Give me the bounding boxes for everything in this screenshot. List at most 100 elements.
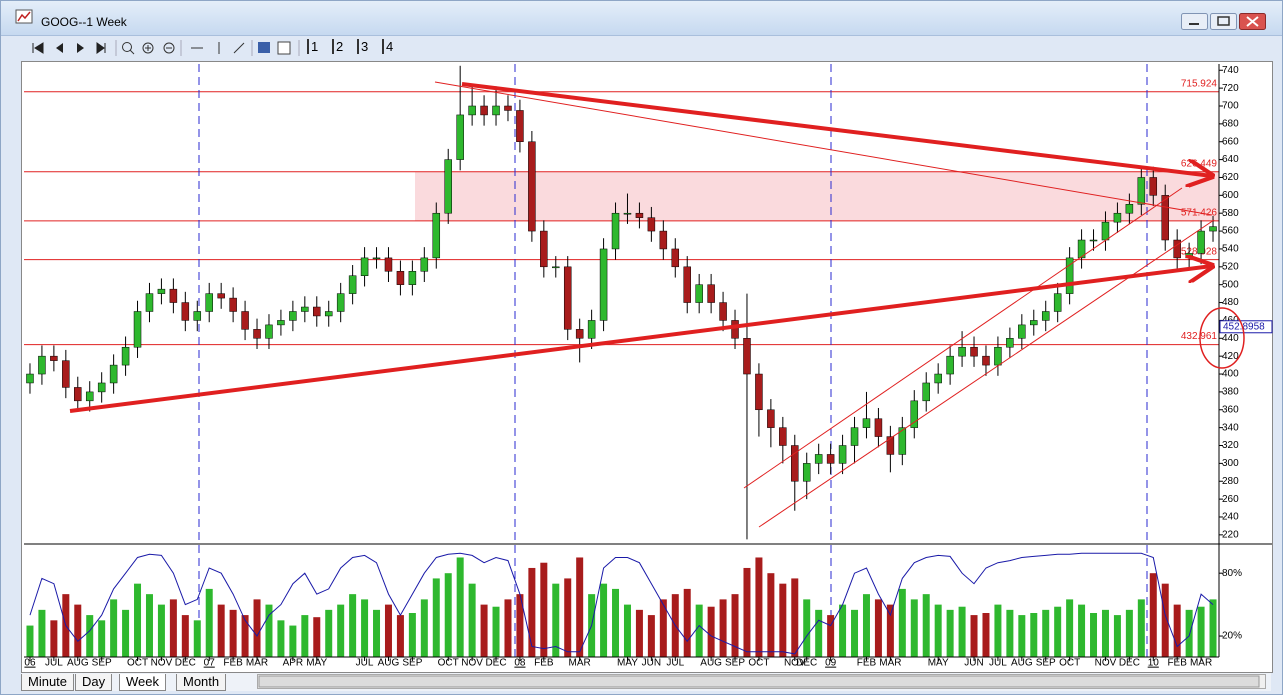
candle-body [779,427,787,446]
level-label: 715.924 [1181,78,1218,89]
volume-bar [349,594,357,657]
volume-bar [444,573,452,657]
x-tick-label: SEP [1036,658,1056,669]
volume-bar [169,599,177,657]
y-tick-label: 660 [1222,136,1239,147]
candle-body [336,293,345,312]
drawing-tools[interactable] [191,42,245,54]
candle-body [1101,221,1110,241]
window-controls[interactable] [1181,13,1271,33]
candle-body [838,445,847,464]
chart-area: 2202402602803003203403603804004204404604… [21,61,1273,673]
volume-bar [98,620,106,657]
tab[interactable]: Day [75,674,113,691]
volume-bar [791,578,799,657]
candle-body [301,306,309,312]
volume-bar [779,583,787,657]
level-label: 432.961 [1181,331,1218,342]
y-tick-label: 720 [1222,83,1239,94]
volume-bar [707,606,715,657]
y-tick-label: 480 [1222,297,1239,308]
x-tick-label: MAR [246,658,268,669]
x-tick-label: JUL [356,658,374,669]
x-tick-label: 09 [825,658,837,669]
volume-bar [289,625,297,657]
preset-button[interactable]: 4 [382,39,407,54]
volume-bar [1018,615,1026,657]
candle-body [683,266,691,303]
y-tick-label: 420 [1222,351,1239,362]
window-title: GOOG--1 Week [41,15,127,29]
volume-bar [1054,606,1062,657]
volume-bar [265,604,273,657]
volume-bar [38,609,46,657]
volume-bar [743,567,751,657]
app-icon [15,9,33,24]
x-tick-label: FEB [857,658,877,669]
volume-bar [110,599,118,657]
volume-bar [827,615,835,657]
x-tick-label: MAY [617,658,638,669]
candle-body [623,212,632,215]
navigation-buttons[interactable] [32,42,106,54]
preset-button[interactable]: 2 [332,39,357,54]
candle-body [348,275,357,294]
candle-body [850,427,859,446]
tab[interactable]: Month [176,674,227,691]
preset-button[interactable]: 3 [357,39,382,54]
candle-body [181,302,190,321]
candle-body [169,288,178,303]
candle-body [671,248,680,268]
minimize-button[interactable] [1181,13,1208,30]
candle-body [480,105,488,116]
x-tick-label: MAY [306,658,327,669]
candle-body [1089,239,1098,242]
volume-bar [982,613,990,657]
candle-body [1113,212,1122,223]
volume-bar [193,620,201,657]
candle-body [1041,311,1050,321]
candle-body [372,257,381,260]
y-tick-label: 700 [1222,101,1239,112]
candle-body [922,382,930,402]
x-tick-label: 10 [1148,658,1160,669]
x-tick-label: OCT [438,658,459,669]
candle-body [958,346,966,357]
volume-bar [994,604,1002,657]
x-tick-label: AUG [378,658,400,669]
properties-icon[interactable] [277,41,291,55]
candle-body [563,266,572,330]
x-tick-label: OCT [127,658,148,669]
volume-bar [217,604,225,657]
volume-bar [910,599,918,657]
x-tick-label: MAR [569,658,591,669]
candle-body [444,159,452,214]
zoom-buttons[interactable] [122,42,175,55]
book-icon[interactable] [258,42,270,53]
y-tick-label: 440 [1222,333,1239,344]
candle-body [492,105,500,116]
volume-bar [970,615,978,657]
preset-button[interactable]: 1 [307,39,332,54]
y-tick-label: 220 [1222,529,1239,540]
y-tick-label: 240 [1222,512,1239,523]
candle-body [970,346,978,357]
candle-body [217,293,225,299]
volume-bar [564,578,572,657]
x-tick-label: MAR [1190,658,1212,669]
volume-bar [851,609,859,657]
tab[interactable]: Minute [21,674,75,691]
y-tick-label: 500 [1222,279,1239,290]
volume-bar [408,613,416,657]
volume-bar [373,609,381,657]
tab[interactable]: Week [119,674,166,691]
maximize-button[interactable] [1210,13,1237,30]
scrollbar[interactable] [257,674,1267,690]
volume-bar [922,594,930,657]
x-tick-label: SEP [402,658,422,669]
volume-bar [1161,583,1169,657]
candle-body [695,284,703,303]
highlight-circle [1199,307,1245,369]
volume-bar [313,617,321,657]
